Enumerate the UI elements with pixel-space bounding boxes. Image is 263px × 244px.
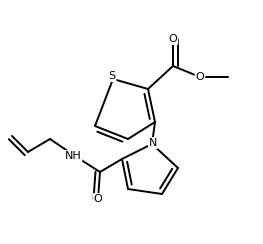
Text: N: N (149, 138, 157, 148)
Text: NH: NH (65, 151, 81, 161)
Text: S: S (108, 71, 115, 81)
Text: O: O (169, 34, 177, 44)
Text: O: O (196, 72, 204, 82)
Text: O: O (94, 194, 102, 204)
